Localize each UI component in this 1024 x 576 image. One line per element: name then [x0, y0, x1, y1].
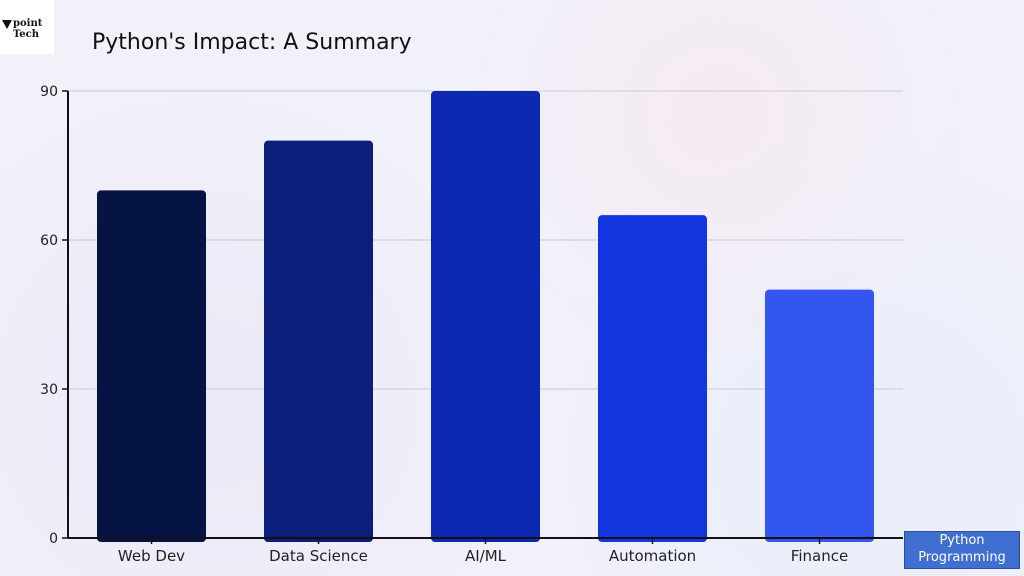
badge-line-1: Python: [939, 533, 985, 548]
x-tick-label: Finance: [791, 547, 848, 565]
logo-text: point Tech: [13, 18, 43, 40]
bar: [765, 289, 874, 542]
bar: [264, 140, 373, 542]
triangle-icon: [2, 20, 12, 29]
brand-logo: point Tech: [0, 0, 54, 54]
x-tick-label: Automation: [609, 547, 696, 565]
x-tick-labels: Web Dev Data Science AI/ML Automation Financ…: [118, 538, 848, 565]
y-tick-label: 60: [40, 233, 58, 249]
bar: [431, 91, 540, 542]
y-tick-label: 0: [49, 531, 58, 547]
x-tick-label: Data Science: [269, 547, 368, 565]
x-tick-label: Web Dev: [118, 547, 185, 565]
y-tick-labels: 0 30 60 90: [40, 84, 58, 547]
bar: [598, 215, 707, 542]
bars: [97, 91, 874, 543]
bar: [97, 190, 206, 543]
y-tick-label: 30: [40, 382, 58, 398]
x-tick-label: AI/ML: [465, 547, 507, 565]
badge-line-2: Programming: [918, 550, 1006, 565]
y-tick-label: 90: [40, 84, 58, 100]
python-programming-badge: Python Programming: [904, 531, 1020, 569]
chart-title: Python's Impact: A Summary: [92, 30, 412, 55]
